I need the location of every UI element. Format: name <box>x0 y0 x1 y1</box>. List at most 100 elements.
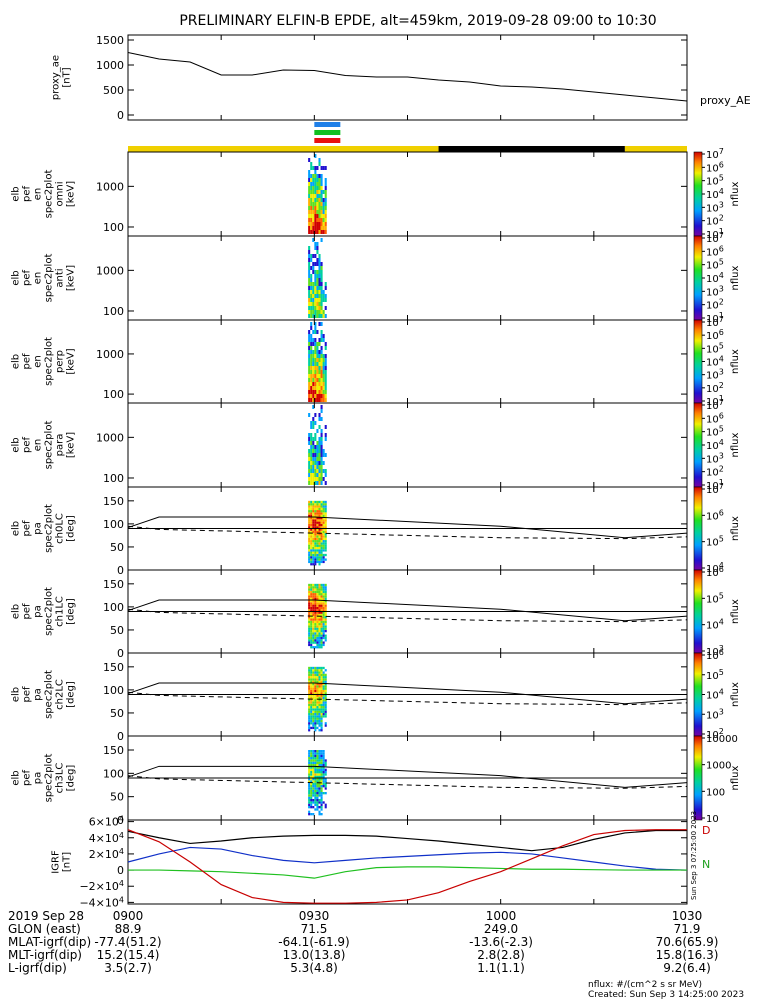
plot-title: PRELIMINARY ELFIN-B EPDE, alt=459km, 201… <box>179 13 656 29</box>
spectrogram-cell <box>308 694 311 697</box>
spectrogram-cell <box>318 537 321 541</box>
spectrogram-cell <box>310 606 313 610</box>
spectrogram-cell <box>318 298 321 302</box>
spectrogram-cell <box>310 461 313 465</box>
spectrogram-cell <box>322 512 325 515</box>
spectrogram-cell <box>310 226 313 230</box>
spectrogram-cell <box>316 174 319 178</box>
spectrogram-cell <box>324 616 327 619</box>
spectrogram-cell <box>322 526 325 529</box>
spectrogram-cell <box>308 338 311 342</box>
spectrogram-cell <box>320 553 323 557</box>
spectrogram-cell <box>308 676 311 679</box>
spectrogram-cell <box>316 481 319 485</box>
spectrogram-cell <box>308 342 311 346</box>
spectrogram-cell <box>316 507 319 511</box>
spectrogram-cell <box>312 282 315 286</box>
spectrogram-cell <box>312 546 315 550</box>
spectrogram-cell <box>308 604 311 607</box>
spectrogram-cell <box>314 226 317 230</box>
spectrogram-cell <box>310 563 313 566</box>
spectrogram-cell <box>318 398 321 402</box>
spectrogram-cell <box>316 671 319 674</box>
spectrogram-cell <box>312 394 315 398</box>
colorbar-tick-label: 103 <box>706 368 724 382</box>
spectrogram-cell <box>316 719 319 723</box>
spectrogram-cell <box>308 505 311 508</box>
spectrogram-cell <box>310 613 313 617</box>
spectrogram-cell <box>322 453 325 457</box>
y-tick-label: 100 <box>103 601 124 614</box>
spectrogram-cell <box>320 757 323 760</box>
spectrogram-cell <box>312 516 315 520</box>
spectrogram-cell <box>320 556 323 559</box>
spectrogram-cell <box>316 370 319 374</box>
spectrogram-cell <box>316 583 319 587</box>
spectrogram-cell <box>316 394 319 398</box>
spectrogram-cell <box>308 378 311 382</box>
spectrogram-cell <box>314 330 317 334</box>
spectrogram-cell <box>318 449 321 453</box>
spectrogram-cell <box>324 710 327 713</box>
colorbar-tick-label: 106 <box>706 565 724 579</box>
spectrogram-cell <box>314 726 317 730</box>
series-line-proxy-ae <box>127 52 688 102</box>
spectrogram-cell <box>322 687 325 690</box>
spectrogram-cell <box>322 757 325 760</box>
spectrogram-cell <box>314 625 317 628</box>
spectrogram-cell <box>320 813 323 816</box>
spectrogram-cell <box>324 282 327 286</box>
spectrogram-cell <box>310 302 313 306</box>
spectrogram-cell <box>310 590 313 594</box>
spectrogram-cell <box>318 374 321 378</box>
spectrogram-cell <box>314 551 317 554</box>
spectrogram-cell <box>310 370 313 374</box>
spectrogram-cell <box>322 609 325 612</box>
spectrogram-cell <box>310 715 313 718</box>
spectrogram-cell <box>316 588 319 591</box>
spectrogram-cell <box>312 350 315 354</box>
spectrogram-cell <box>322 556 325 559</box>
spectrogram-cell <box>322 692 325 695</box>
spectrogram-cell <box>316 519 319 522</box>
spectrogram-cell <box>310 354 313 358</box>
spectrogram-cell <box>310 752 313 755</box>
colorbar-tick-label: 105 <box>706 668 724 682</box>
spectrogram-cell <box>314 629 317 633</box>
spectrogram-cell <box>312 722 315 725</box>
spectrogram-cell <box>316 526 319 529</box>
spectrogram-cell <box>308 558 311 561</box>
footer-value: 70.6(65.9) <box>656 935 719 949</box>
spectrogram-cell <box>316 535 319 538</box>
spectrogram-cell <box>312 182 315 186</box>
spectrogram-cell <box>324 583 327 587</box>
spectrogram-cell <box>320 437 323 441</box>
spectrogram-cell <box>316 469 319 473</box>
spectrogram-cell <box>316 775 319 778</box>
spectrogram-cell <box>318 556 321 559</box>
spectrogram-cell <box>316 780 319 783</box>
spectrogram-cell <box>312 453 315 457</box>
spectrogram-cell <box>316 616 319 619</box>
spectrogram-cell <box>312 766 315 769</box>
spectrogram-cell <box>314 682 317 686</box>
colorbar-tick-label: 103 <box>706 200 724 214</box>
y-tick-label: 1000 <box>96 431 124 444</box>
spectrogram-cell <box>314 469 317 473</box>
spectrogram-cell <box>318 540 321 543</box>
footer-row-label: 2019 Sep 28 <box>8 909 84 923</box>
spectrogram-cell <box>324 803 327 806</box>
spectrogram-cell <box>316 701 319 704</box>
spectrogram-cell <box>308 701 311 704</box>
spectrogram-cell <box>308 290 311 294</box>
spectrogram-cell <box>318 544 321 547</box>
colorbar-tick-label: 106 <box>706 160 724 174</box>
spectrogram-cell <box>320 238 323 242</box>
spectrogram-cell <box>314 535 317 538</box>
spectrogram-cell <box>322 214 325 218</box>
spectrogram-cell <box>318 696 321 700</box>
spectrogram-cell <box>314 505 317 508</box>
spectrogram-cell <box>310 673 313 677</box>
spectrogram-cell <box>314 750 317 753</box>
spectrogram-cell <box>318 806 321 809</box>
